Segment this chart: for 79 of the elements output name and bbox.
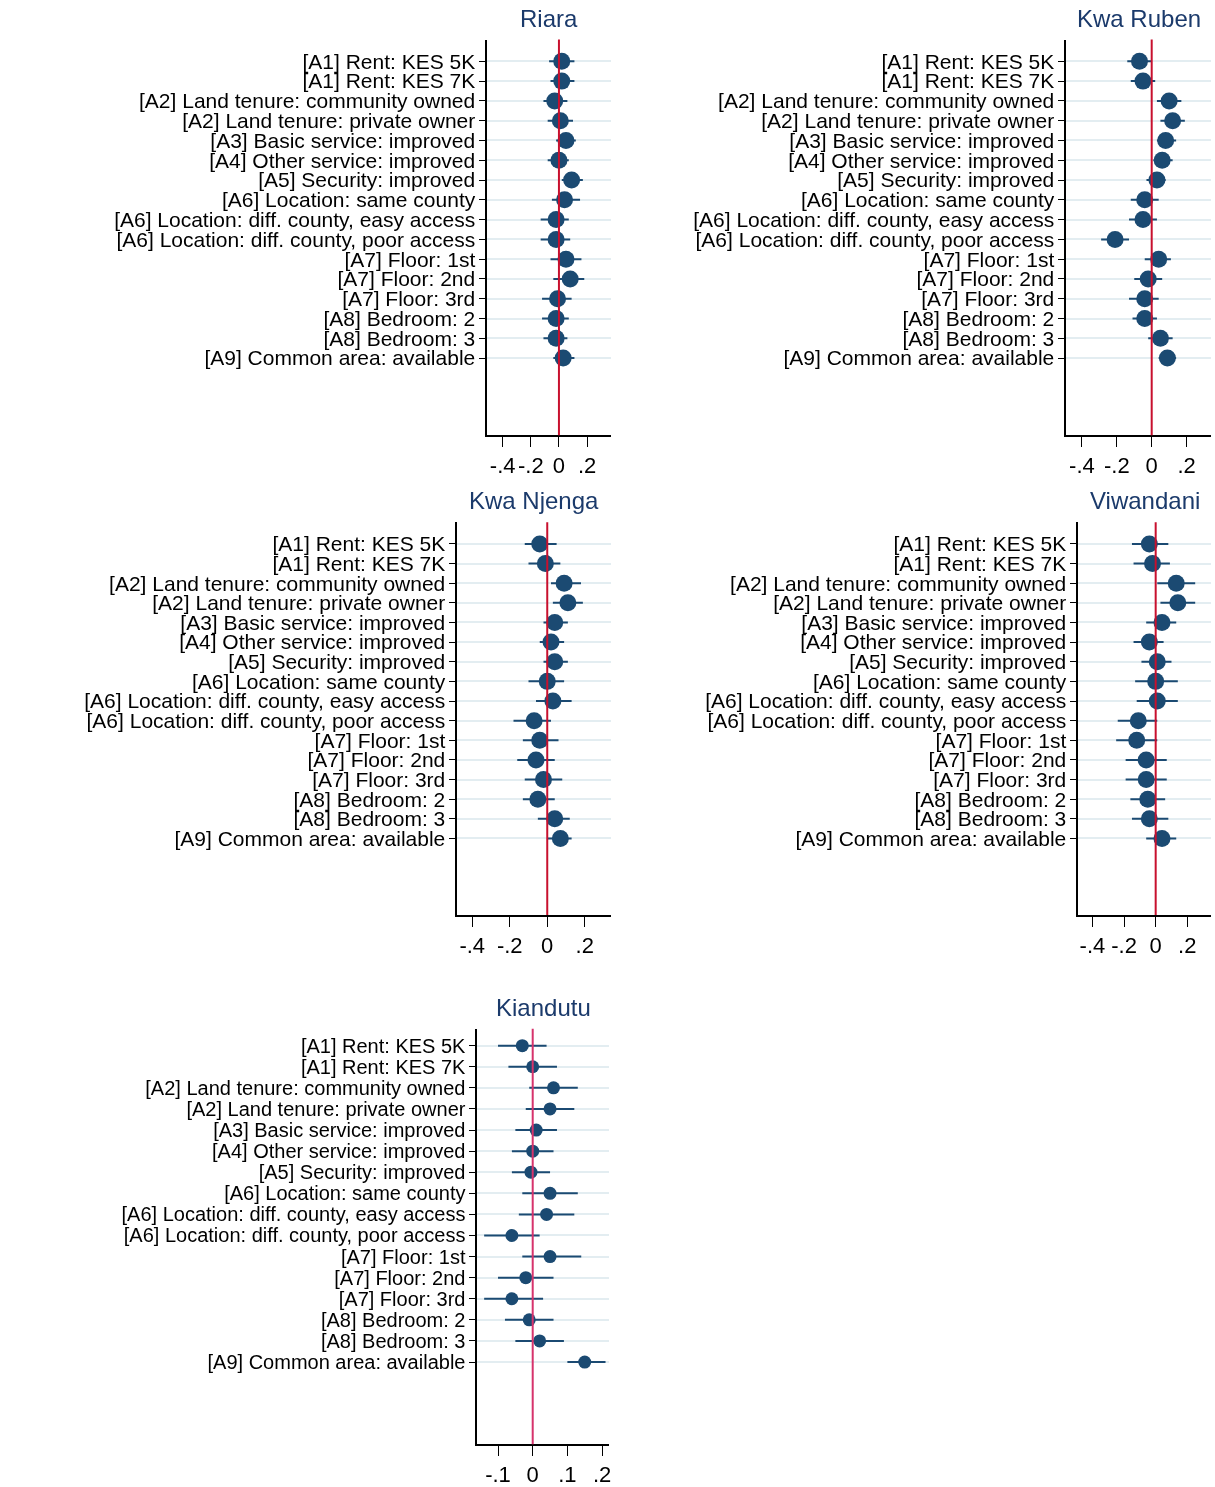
point xyxy=(1136,290,1154,308)
x-tick-label: -.2 xyxy=(1111,933,1137,959)
x-tick-label: -.1 xyxy=(485,1462,511,1487)
point xyxy=(531,731,549,749)
point xyxy=(546,613,564,631)
point xyxy=(1140,810,1158,828)
point xyxy=(557,131,575,149)
point xyxy=(1128,731,1146,749)
x-tick-label: .2 xyxy=(575,933,594,959)
y-tick-label: [A5] Security: improved xyxy=(258,1161,466,1184)
chart-title: Kwa Njenga xyxy=(469,487,600,514)
point xyxy=(1129,712,1147,730)
point xyxy=(1136,310,1154,328)
x-tick-label: .2 xyxy=(1178,933,1197,959)
x-tick-label: 0 xyxy=(526,1462,539,1487)
x-tick-label: -.4 xyxy=(489,453,516,479)
point xyxy=(551,829,569,847)
x-tick-label: -.4 xyxy=(1069,453,1095,479)
y-tick-label: [A6] Location: diff. county, easy access xyxy=(121,1203,466,1226)
point xyxy=(540,1207,554,1221)
x-tick-label: -.2 xyxy=(517,453,544,479)
point xyxy=(543,1250,557,1264)
point xyxy=(561,270,579,288)
x-tick-label: 0 xyxy=(1149,933,1162,959)
x-tick-label: -.2 xyxy=(1103,453,1130,479)
x-tick-label: 0 xyxy=(1145,453,1158,479)
y-tick-label: [A9] Common area: available xyxy=(207,1351,466,1374)
point xyxy=(546,810,564,828)
point xyxy=(563,171,581,189)
point xyxy=(519,1271,533,1285)
point xyxy=(1131,52,1148,70)
point xyxy=(531,535,549,553)
y-tick-label: [A7] Floor: 1st xyxy=(340,1245,466,1268)
x-tick-label: -.4 xyxy=(1079,933,1106,959)
point xyxy=(547,1081,561,1095)
y-tick-label: [A4] Other service: improved xyxy=(212,1140,466,1163)
point xyxy=(546,653,564,671)
point xyxy=(1167,574,1185,592)
x-tick-label: -.2 xyxy=(496,933,523,959)
point xyxy=(515,1039,529,1053)
x-tick-label: 0 xyxy=(541,933,554,959)
point xyxy=(543,1186,557,1200)
point xyxy=(505,1292,519,1306)
point xyxy=(525,712,543,730)
y-tick-label: [A6] Location: diff. county, poor access xyxy=(123,1224,466,1247)
point xyxy=(555,574,573,592)
point xyxy=(1169,594,1187,612)
point xyxy=(1160,92,1178,110)
chart-title: Riara xyxy=(520,5,578,32)
point xyxy=(505,1229,519,1242)
point xyxy=(578,1355,592,1369)
y-tick-label: [A3] Basic service: improved xyxy=(213,1119,466,1142)
chart-title: Kiandutu xyxy=(496,994,591,1021)
point xyxy=(1134,211,1152,229)
point xyxy=(1164,112,1182,130)
x-tick-label: 0 xyxy=(552,453,566,479)
x-tick-label: -.4 xyxy=(459,933,486,959)
point xyxy=(1157,131,1175,149)
point xyxy=(1137,751,1155,769)
point xyxy=(1153,151,1171,169)
point xyxy=(1137,771,1155,789)
point xyxy=(543,1102,557,1116)
y-tick-label: [A6] Location: same county xyxy=(224,1182,466,1205)
x-tick-label: .2 xyxy=(592,1462,612,1487)
point xyxy=(1106,230,1124,248)
point xyxy=(559,594,577,612)
y-tick-label: [A1] Rent: KES 5K xyxy=(300,1034,467,1057)
x-tick-label: .1 xyxy=(558,1462,577,1487)
point xyxy=(1139,790,1157,808)
point xyxy=(527,751,545,769)
point xyxy=(529,790,547,808)
x-tick-label: .2 xyxy=(1177,453,1196,479)
point xyxy=(1134,72,1152,90)
chart-title: Viwandani xyxy=(1090,487,1201,514)
point xyxy=(533,1334,547,1348)
point xyxy=(1136,191,1154,209)
point xyxy=(1151,329,1169,347)
chart-title: Kwa Ruben xyxy=(1077,5,1202,32)
x-tick-label: .2 xyxy=(577,453,597,479)
